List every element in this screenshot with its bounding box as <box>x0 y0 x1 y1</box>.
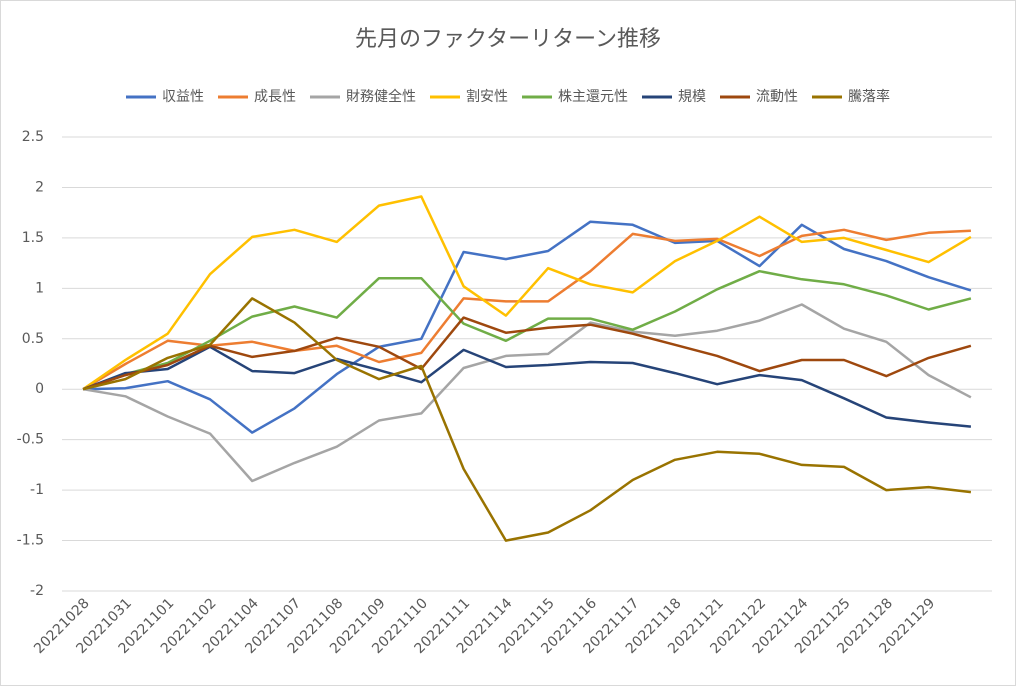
series-line <box>82 228 971 391</box>
series-line <box>82 303 972 483</box>
series-line <box>82 316 972 391</box>
legend-label: 成長性 <box>254 89 296 105</box>
y-tick-label: -1 <box>30 482 44 498</box>
legend-label: 騰落率 <box>848 88 890 105</box>
y-tick-label: -0.5 <box>17 432 44 448</box>
y-tick-label: 1.5 <box>22 230 44 246</box>
series-line <box>82 195 972 391</box>
y-tick-label: 0.5 <box>22 331 44 347</box>
legend-label: 財務健全性 <box>346 88 416 105</box>
series-line <box>82 297 972 542</box>
chart-title: 先月のファクターリターン推移 <box>355 27 661 52</box>
series-line <box>83 220 972 434</box>
legend-label: 収益性 <box>162 89 204 105</box>
y-tick-label: 0 <box>35 381 44 397</box>
y-tick-label: -1.5 <box>17 533 44 549</box>
legend-label: 規模 <box>678 89 706 105</box>
legend-label: 株主還元性 <box>558 89 628 105</box>
y-tick-label: 2 <box>35 179 44 195</box>
y-tick-label: 1 <box>35 280 44 296</box>
y-tick-label: -2 <box>30 583 44 599</box>
series-line <box>82 345 972 428</box>
y-tick-label: 2.5 <box>22 129 44 145</box>
legend-label: 流動性 <box>756 89 798 105</box>
legend-label: 割安性 <box>466 88 508 105</box>
legend: 収益性 成長性 財務健全性 割安性 株主還元性 規模 流動性 騰落率 <box>126 88 890 105</box>
